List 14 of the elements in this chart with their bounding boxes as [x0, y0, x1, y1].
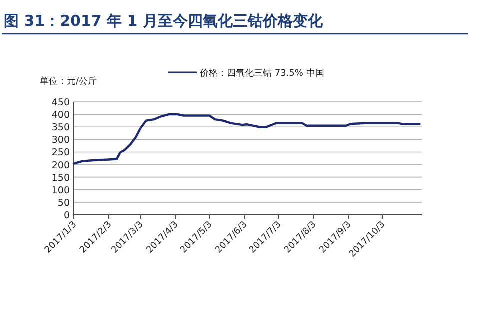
line-series	[72, 113, 421, 165]
y-tick-label: 450	[52, 98, 70, 108]
y-tick-label: 150	[52, 172, 70, 184]
y-tick-label: 50	[58, 198, 70, 209]
legend-label: 价格：四氧化三钴 73.5% 中国	[199, 68, 324, 79]
y-tick-label: 200	[52, 160, 70, 172]
y-tick-label: 300	[52, 135, 70, 146]
y-tick-label: 100	[52, 185, 70, 196]
y-tick-label: 0	[64, 210, 70, 222]
y-tick-label: 250	[52, 148, 70, 159]
y-tick-label: 400	[52, 110, 70, 122]
y-axis-title: 单位：元/公斤	[40, 76, 98, 87]
chart-title: 图 31：2017 年 1 月至今四氧化三钴价格变化	[4, 12, 324, 30]
y-tick-label: 350	[52, 122, 70, 134]
